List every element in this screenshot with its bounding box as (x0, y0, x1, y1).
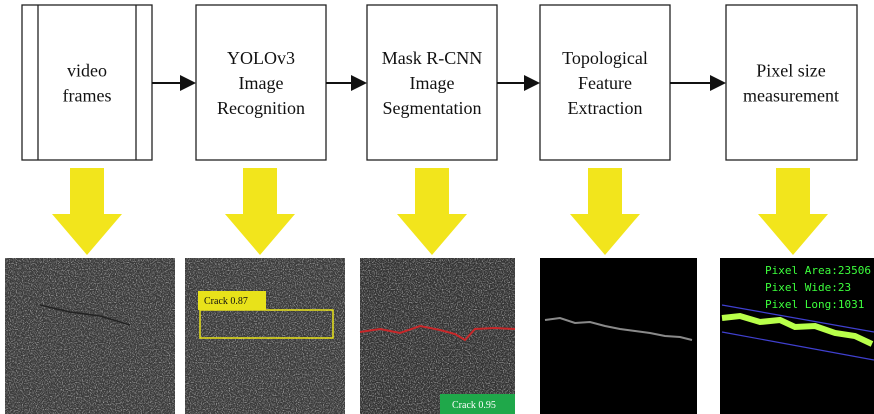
down-arrow (758, 168, 828, 255)
image-noise (185, 258, 345, 414)
node-label: Feature (578, 73, 632, 93)
process-box (726, 5, 857, 160)
detection-label: Crack 0.87 (204, 296, 248, 307)
node-label: measurement (743, 86, 839, 106)
node-label: Topological (562, 48, 648, 68)
down-arrow (225, 168, 295, 255)
node-label: Image (410, 73, 455, 93)
measurement-label: Pixel Wide:23 (765, 281, 851, 294)
pipeline-diagram: video frames YOLOv3 Image Recognition Mask R-… (0, 0, 874, 414)
down-arrow (570, 168, 640, 255)
node-label: Mask R-CNN (382, 48, 483, 68)
node-label: YOLOv3 (227, 48, 295, 68)
node-label: Pixel size (756, 61, 826, 81)
node-label: Extraction (568, 98, 643, 118)
down-arrow (52, 168, 122, 255)
node-label: Recognition (217, 98, 305, 118)
image-noise (5, 258, 175, 414)
segmentation-label: Crack 0.95 (452, 400, 496, 411)
node-label: Segmentation (383, 98, 482, 118)
node-label: frames (63, 86, 112, 106)
process-box (22, 5, 152, 160)
image-noise (360, 258, 515, 414)
down-arrow (397, 168, 467, 255)
node-label: video (67, 61, 107, 81)
node-label: Image (239, 73, 284, 93)
measurement-label: Pixel Long:1031 (765, 298, 864, 311)
measurement-label: Pixel Area:23506 (765, 264, 871, 277)
